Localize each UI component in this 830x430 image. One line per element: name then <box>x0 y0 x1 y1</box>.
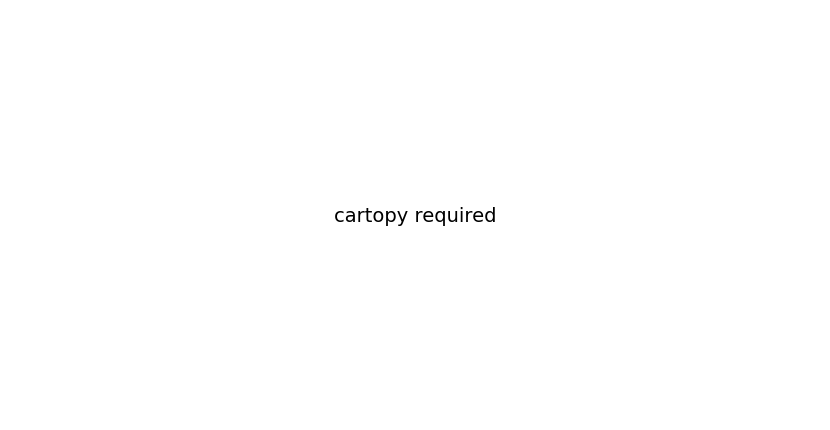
Text: cartopy required: cartopy required <box>334 206 496 225</box>
